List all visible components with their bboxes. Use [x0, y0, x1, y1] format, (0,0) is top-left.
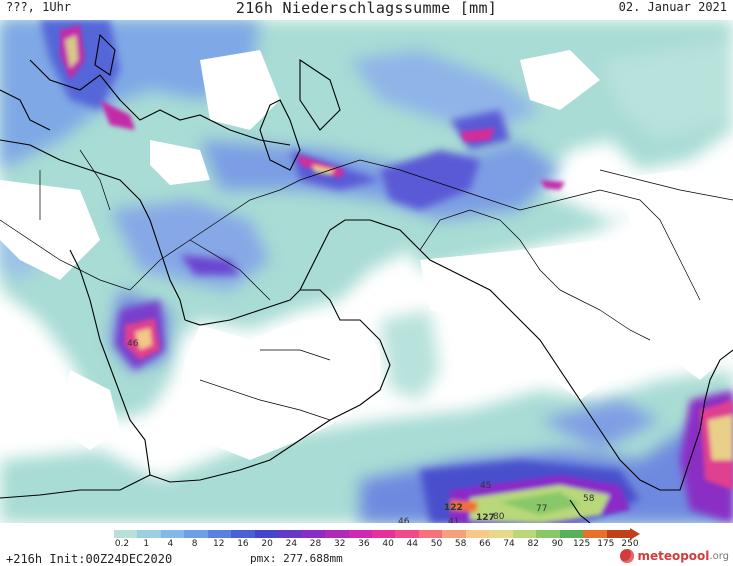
- color-scale-tick-label: 20: [261, 539, 273, 549]
- dry-areas: [0, 50, 733, 460]
- color-scale-swatch: [278, 530, 302, 538]
- color-scale-swatch: [465, 530, 490, 538]
- color-scale-swatch: [489, 530, 513, 538]
- precipitation-map: 46 122 127 80 77 58 41 46 45: [0, 20, 733, 523]
- color-scale-swatch: [371, 530, 396, 538]
- map-value-label: 77: [536, 504, 547, 514]
- color-scale-swatch: [137, 530, 161, 538]
- meteopool-logo[interactable]: meteopool .org: [620, 547, 729, 565]
- coastlines: [0, 33, 733, 523]
- color-scale-swatch: [114, 530, 138, 538]
- color-scale-swatch: [254, 530, 279, 538]
- color-scale-swatch: [559, 530, 584, 538]
- color-scale-tick-label: 4: [167, 539, 174, 549]
- color-scale-swatch: [348, 530, 372, 538]
- color-scale-swatch: [207, 530, 232, 538]
- map-title: 216h Niederschlagssumme [mm]: [235, 0, 498, 17]
- country-borders: [0, 149, 733, 421]
- color-scale-swatch: [442, 530, 466, 538]
- color-scale-ticks: 0.2 1 4 8 12 16 20 24 28 32 36 40 44 50 58 66 74 82 90 125 1…: [114, 539, 644, 551]
- map-value-label: 127: [476, 513, 495, 523]
- color-scale-swatch: [184, 530, 208, 538]
- color-scale-swatch: [231, 530, 255, 538]
- map-value-label: 41: [448, 517, 459, 523]
- title-bar: ???, 1Uhr 216h Niederschlagssumme [mm] 0…: [0, 0, 733, 20]
- color-scale-tick-label: 90: [551, 539, 564, 549]
- color-scale-tick-label: 12: [213, 539, 225, 549]
- legend-area: 0.2 1 4 8 12 16 20 24 28 32 36 40 44 50 58 66 74 82 90 125 1…: [0, 523, 733, 566]
- color-scale-tick-label: 66: [479, 539, 491, 549]
- color-scale-tick-label: 36: [358, 539, 370, 549]
- map-value-labels: 46 122 127 80 77 58 41 46 45: [127, 339, 595, 523]
- color-scale-swatch: [160, 530, 185, 538]
- color-scale-tick-label: 44: [406, 539, 419, 549]
- color-scale-arrow: [630, 528, 640, 540]
- color-scale-swatch: [606, 530, 630, 538]
- color-scale-swatch: [512, 530, 537, 538]
- map-value-label: 58: [583, 494, 595, 504]
- color-scale-tick-label: 24: [285, 539, 298, 549]
- map-value-label: 46: [127, 339, 139, 349]
- color-scale-tick-label: 50: [430, 539, 443, 549]
- color-scale-tick-label: 40: [382, 539, 394, 549]
- logo-text: meteopool: [637, 549, 710, 563]
- color-scale-tick-label: 32: [333, 539, 346, 549]
- color-scale-tick-label: 16: [237, 539, 249, 549]
- color-scale-tick-label: 0.2: [114, 539, 130, 549]
- map-value-label: 45: [480, 481, 491, 491]
- color-scale-tick-label: 125: [573, 539, 591, 549]
- forecast-date: 02. Januar 2021: [618, 0, 727, 14]
- pmx-value: pmx: 277.688mm: [250, 552, 343, 565]
- color-scale-tick-label: 82: [527, 539, 539, 549]
- logo-globe-icon: [620, 549, 635, 563]
- color-scale-swatch: [301, 530, 326, 538]
- color-scale-tick-label: 250: [621, 539, 639, 549]
- color-scale-swatch: [536, 530, 560, 538]
- color-scale-tick-label: 8: [191, 539, 198, 549]
- color-scale-bar: [114, 528, 640, 540]
- color-scale-swatch: [395, 530, 419, 538]
- map-value-label: 80: [493, 512, 505, 522]
- color-scale-swatch: [325, 530, 349, 538]
- color-scale-swatch: [583, 530, 607, 538]
- color-scale-tick-label: 74: [503, 539, 515, 549]
- color-scale-tick-label: 58: [454, 539, 467, 549]
- map-value-label: 122: [444, 503, 463, 513]
- logo-tld: .org: [709, 550, 729, 562]
- forecast-time-label: ???, 1Uhr: [6, 0, 72, 14]
- init-time-label: +216h Init:00Z24DEC2020: [6, 552, 173, 566]
- color-scale-tick-label: 175: [597, 539, 615, 549]
- color-scale-tick-label: 1: [143, 539, 150, 549]
- color-scale-tick-label: 28: [309, 539, 322, 549]
- color-scale-swatch: [418, 530, 443, 538]
- map-canvas: 46 122 127 80 77 58 41 46 45: [0, 20, 733, 523]
- precip-hotspots: [60, 25, 733, 523]
- map-value-label: 46: [398, 517, 410, 523]
